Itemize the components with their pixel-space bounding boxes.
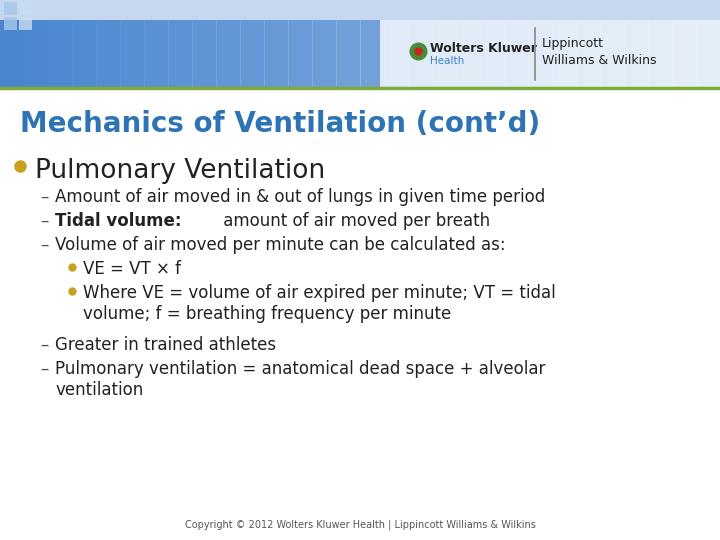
Text: Lippincott
Williams & Wilkins: Lippincott Williams & Wilkins	[542, 37, 657, 68]
Bar	[0, 20, 25, 88]
Bar	[600, 20, 625, 88]
Text: Health: Health	[430, 56, 464, 66]
Text: Tidal volume:: Tidal volume:	[55, 212, 181, 230]
Bar	[672, 20, 697, 88]
Text: –: –	[40, 212, 48, 230]
Bar	[384, 20, 409, 88]
Bar	[144, 20, 169, 88]
Bar	[648, 20, 673, 88]
Text: Mechanics of Ventilation (cont’d): Mechanics of Ventilation (cont’d)	[20, 110, 540, 138]
Bar	[19, 2, 32, 15]
Bar	[48, 20, 73, 88]
Bar	[408, 20, 433, 88]
Bar	[4, 2, 17, 15]
Bar	[552, 20, 577, 88]
Bar	[432, 20, 457, 88]
Bar	[456, 20, 481, 88]
Text: –: –	[40, 236, 48, 254]
Text: Volume of air moved per minute can be calculated as:: Volume of air moved per minute can be ca…	[55, 236, 505, 254]
Bar	[0, 0, 720, 20]
Bar	[380, 20, 720, 88]
Bar	[96, 20, 121, 88]
Bar	[336, 20, 361, 88]
Text: VE = VT × f: VE = VT × f	[83, 260, 181, 278]
Text: Where VE = volume of air expired per minute; VT = tidal
volume; f = breathing fr: Where VE = volume of air expired per min…	[83, 284, 556, 323]
Bar	[480, 20, 505, 88]
Bar	[0, 20, 720, 88]
Text: Pulmonary Ventilation: Pulmonary Ventilation	[35, 158, 325, 184]
Bar	[24, 20, 49, 88]
Bar	[168, 20, 193, 88]
Bar	[288, 20, 313, 88]
Bar	[312, 20, 337, 88]
Bar	[19, 17, 32, 30]
Text: Copyright © 2012 Wolters Kluwer Health | Lippincott Williams & Wilkins: Copyright © 2012 Wolters Kluwer Health |…	[184, 519, 536, 530]
Bar	[696, 20, 720, 88]
Bar	[72, 20, 97, 88]
Bar	[528, 20, 553, 88]
Text: Pulmonary ventilation = anatomical dead space + alveolar
ventilation: Pulmonary ventilation = anatomical dead …	[55, 360, 545, 399]
Bar	[216, 20, 241, 88]
Text: Greater in trained athletes: Greater in trained athletes	[55, 336, 276, 354]
Bar	[4, 17, 17, 30]
Bar	[264, 20, 289, 88]
Text: –: –	[40, 188, 48, 206]
Bar	[576, 20, 601, 88]
Text: –: –	[40, 336, 48, 354]
Text: Wolters Kluwer: Wolters Kluwer	[430, 42, 537, 55]
Text: –: –	[40, 360, 48, 378]
Bar	[192, 20, 217, 88]
Bar	[360, 20, 385, 88]
Bar	[120, 20, 145, 88]
Bar	[240, 20, 265, 88]
Text: amount of air moved per breath: amount of air moved per breath	[218, 212, 490, 230]
Bar	[624, 20, 649, 88]
Bar	[504, 20, 529, 88]
Text: Amount of air moved in & out of lungs in given time period: Amount of air moved in & out of lungs in…	[55, 188, 545, 206]
